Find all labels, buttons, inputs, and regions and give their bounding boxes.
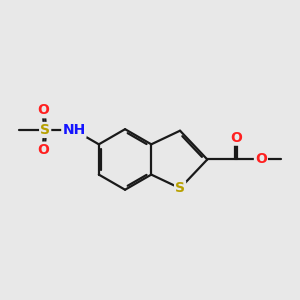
Text: S: S <box>40 123 50 137</box>
Text: NH: NH <box>62 123 86 137</box>
Text: O: O <box>38 103 50 117</box>
Text: O: O <box>38 142 50 157</box>
Text: O: O <box>255 152 267 167</box>
Text: S: S <box>175 181 185 195</box>
Text: O: O <box>230 131 242 145</box>
